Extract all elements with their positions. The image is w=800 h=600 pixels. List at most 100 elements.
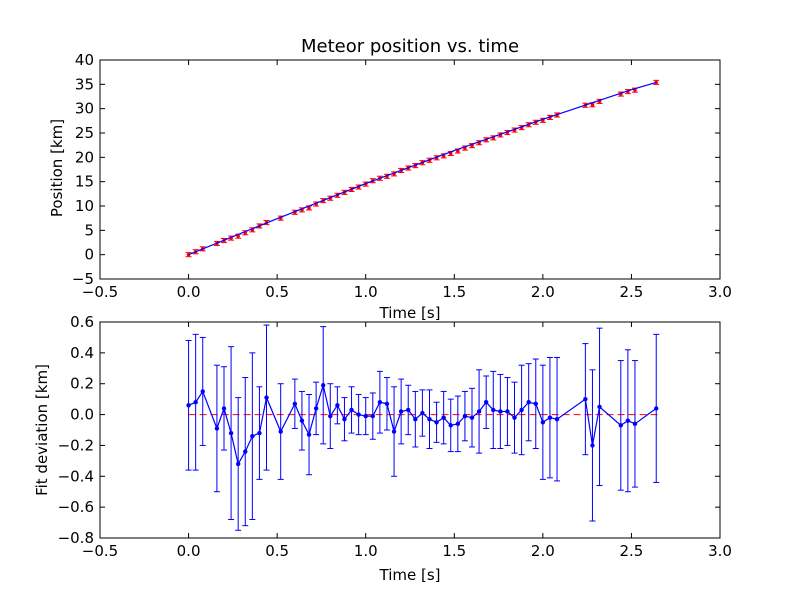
data-point xyxy=(519,407,524,413)
data-point xyxy=(221,406,227,411)
data-point xyxy=(235,461,241,467)
data-point xyxy=(200,389,205,394)
x-tick-label: 1.5 xyxy=(442,542,466,560)
data-point xyxy=(533,401,538,406)
x-tick-label: 2.0 xyxy=(531,542,555,560)
x-tick-label: 1.0 xyxy=(354,283,378,301)
x-tick-label: 0.0 xyxy=(177,542,201,560)
data-point xyxy=(306,432,312,437)
data-point xyxy=(349,407,354,413)
x-tick-label: 2.5 xyxy=(619,542,643,560)
x-axis-label: Time [s] xyxy=(379,304,441,322)
data-point xyxy=(434,420,439,425)
x-axis-label: Time [s] xyxy=(379,566,441,584)
x-tick-label: 0.0 xyxy=(177,283,201,301)
data-point xyxy=(498,409,503,414)
data-point xyxy=(413,417,418,422)
y-tick-label: 30 xyxy=(75,100,94,118)
y-tick-label: 25 xyxy=(75,124,94,142)
data-point xyxy=(420,410,425,416)
data-point xyxy=(228,430,234,436)
data-point xyxy=(398,409,404,414)
x-tick-label: −0.5 xyxy=(82,283,118,301)
x-tick-label: 1.5 xyxy=(442,283,466,301)
y-tick-label: −0.8 xyxy=(58,529,94,547)
data-point xyxy=(257,430,262,436)
x-tick-label: 0.5 xyxy=(265,283,289,301)
data-point xyxy=(292,401,298,406)
data-point xyxy=(526,400,531,405)
y-axis-label: Position [km] xyxy=(48,119,66,217)
y-tick-label: −0.4 xyxy=(58,467,94,485)
x-tick-label: 1.0 xyxy=(354,542,378,560)
data-point xyxy=(342,417,347,422)
data-point xyxy=(307,206,311,210)
data-point xyxy=(505,409,510,414)
data-point xyxy=(455,421,461,427)
data-point xyxy=(278,429,283,434)
y-tick-label: 0.4 xyxy=(70,344,94,362)
y-tick-label: 0.6 xyxy=(70,313,94,331)
data-point xyxy=(483,400,489,405)
y-tick-label: 20 xyxy=(75,148,94,166)
data-point xyxy=(193,400,198,405)
data-point xyxy=(654,406,659,411)
data-point xyxy=(590,102,595,107)
plot-frame xyxy=(99,321,721,539)
data-point xyxy=(356,412,361,417)
data-point xyxy=(590,443,595,448)
y-tick-label: 15 xyxy=(75,173,94,191)
y-tick-label: 0.2 xyxy=(70,375,94,393)
data-point xyxy=(264,395,269,400)
data-point xyxy=(554,417,560,422)
data-point xyxy=(370,413,375,419)
data-point xyxy=(441,415,446,420)
fit-line xyxy=(188,81,657,256)
data-point xyxy=(427,417,432,422)
data-point xyxy=(583,396,588,402)
x-tick-label: 2.5 xyxy=(619,283,643,301)
y-tick-label: −0.2 xyxy=(58,436,94,454)
data-point xyxy=(632,421,638,427)
x-tick-label: 3.0 xyxy=(708,283,732,301)
data-point xyxy=(512,415,517,420)
data-point xyxy=(186,403,191,408)
position-chart: Meteor position vs. time Time [s] Positi… xyxy=(48,36,732,322)
data-point xyxy=(384,401,390,406)
y-tick-label: 10 xyxy=(75,197,94,215)
data-point xyxy=(214,426,220,431)
data-point xyxy=(313,406,319,411)
data-point xyxy=(540,420,546,425)
chart-title: Meteor position vs. time xyxy=(301,36,519,57)
y-tick-label: 40 xyxy=(75,51,94,69)
data-point xyxy=(391,429,397,434)
y-tick-label: 0.0 xyxy=(70,406,94,424)
x-tick-label: 0.5 xyxy=(265,542,289,560)
data-point xyxy=(491,407,496,413)
data-point xyxy=(250,433,255,439)
data-point xyxy=(377,400,383,405)
data-point xyxy=(335,403,340,408)
data-point xyxy=(328,413,333,419)
data-point xyxy=(469,415,475,420)
data-point xyxy=(448,423,453,428)
data-point xyxy=(462,413,468,419)
plot-frame xyxy=(99,59,721,280)
data-point xyxy=(321,383,326,388)
data-point xyxy=(625,418,631,423)
x-tick-label: 3.0 xyxy=(708,542,732,560)
data-point xyxy=(363,413,368,419)
deviation-chart: Time [s] Fit deviation [km] −0.5 0.0 0.5 1.… xyxy=(33,313,732,584)
y-tick-label: 5 xyxy=(84,221,94,239)
y-tick-label: −0.6 xyxy=(58,498,94,516)
x-tick-label: 2.0 xyxy=(531,283,555,301)
data-point xyxy=(547,415,553,420)
x-tick-label: −0.5 xyxy=(82,542,118,560)
data-point xyxy=(299,418,305,423)
y-tick-label: −5 xyxy=(72,270,94,288)
y-tick-label: 0 xyxy=(84,246,94,264)
data-point xyxy=(406,407,411,413)
data-point xyxy=(597,404,602,410)
